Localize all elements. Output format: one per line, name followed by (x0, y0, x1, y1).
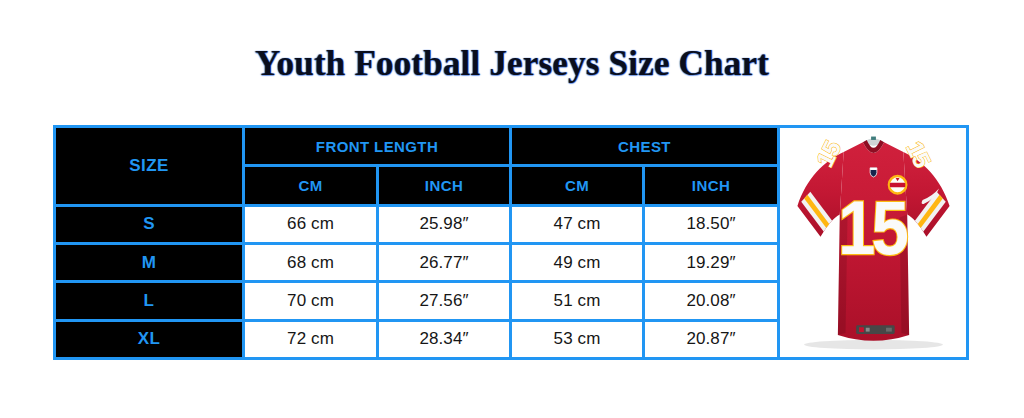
size-cell-s: S (55, 205, 244, 243)
subheader-chest-cm: CM (511, 166, 644, 205)
size-cell-l: L (55, 282, 244, 320)
xl-front-cm: 72 cm (244, 320, 378, 358)
jersey-product-image: 15 15 15 (779, 127, 968, 359)
subheader-chest-inch: INCH (644, 166, 779, 205)
jock-tag (856, 325, 895, 334)
l-front-inch: 27.56″ (378, 282, 511, 320)
m-front-cm: 68 cm (244, 244, 378, 282)
l-chest-cm: 51 cm (511, 282, 644, 320)
size-cell-m: M (55, 244, 244, 282)
header-chest: CHEST (511, 127, 779, 166)
header-size: SIZE (55, 127, 244, 206)
football-jersey-icon: 15 15 15 (782, 128, 965, 357)
m-front-inch: 26.77″ (378, 244, 511, 282)
xl-chest-inch: 20.87″ (644, 320, 779, 358)
l-chest-inch: 20.08″ (644, 282, 779, 320)
m-chest-cm: 49 cm (511, 244, 644, 282)
xl-front-inch: 28.34″ (378, 320, 511, 358)
l-front-cm: 70 cm (244, 282, 378, 320)
nfl-shield-icon (870, 168, 877, 177)
chest-number: 15 (837, 185, 906, 269)
size-cell-xl: XL (55, 320, 244, 358)
s-chest-cm: 47 cm (511, 205, 644, 243)
s-chest-inch: 18.50″ (644, 205, 779, 243)
header-front-length: FRONT LENGTH (244, 127, 511, 166)
size-chart-table: SIZE FRONT LENGTH CHEST (53, 125, 969, 360)
page-title: Youth Football Jerseys Size Chart (0, 44, 1024, 84)
s-front-inch: 25.98″ (378, 205, 511, 243)
subheader-front-inch: INCH (378, 166, 511, 205)
xl-chest-cm: 53 cm (511, 320, 644, 358)
jersey-shadow (804, 340, 943, 350)
m-chest-inch: 19.29″ (644, 244, 779, 282)
hanger-loop (871, 137, 876, 140)
s-front-cm: 66 cm (244, 205, 378, 243)
subheader-front-cm: CM (244, 166, 378, 205)
